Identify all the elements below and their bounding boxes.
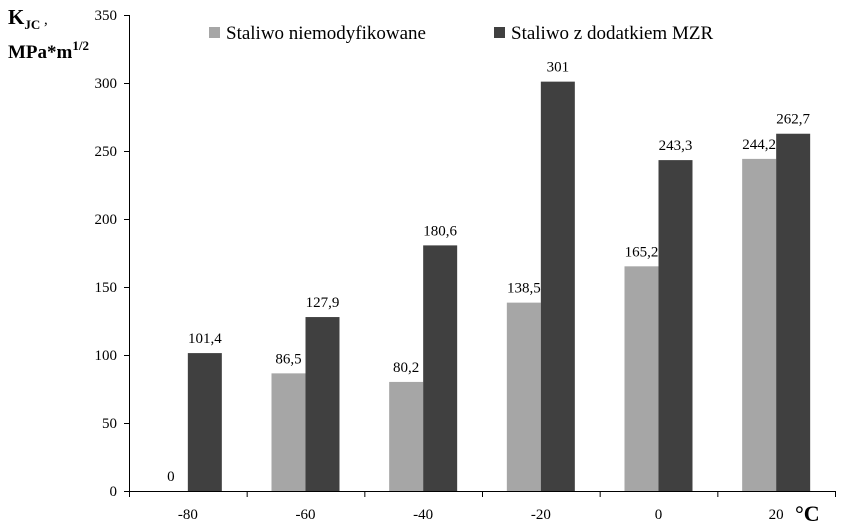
y-tick-label: 250: [95, 144, 118, 160]
y-axis-label-sub: JC: [24, 17, 40, 32]
x-tick-label: -20: [531, 507, 551, 523]
x-tick-label: 0: [655, 507, 663, 523]
data-label-series-2: 301: [547, 60, 570, 76]
bar-series-1: [389, 381, 424, 491]
x-tick-label: -40: [413, 507, 433, 523]
y-tick-label: 150: [95, 280, 118, 296]
legend-label-series-1: Staliwo niemodyfikowane: [226, 23, 426, 44]
bar-series-1: [624, 266, 659, 491]
data-label-series-1: 138,5: [507, 281, 541, 297]
data-label-series-1: 165,2: [625, 244, 659, 260]
data-label-series-1: 0: [167, 469, 175, 485]
y-tick-label: 100: [95, 348, 118, 364]
data-label-series-1: 244,2: [742, 137, 776, 153]
legend-swatch-series-1: [209, 27, 220, 38]
y-axis-label-line2: MPa*m1/2: [8, 38, 89, 63]
data-label-series-2: 243,3: [659, 138, 693, 154]
data-label-series-2: 127,9: [306, 295, 340, 311]
legend-swatch-series-2: [494, 27, 505, 38]
y-axis-ticks: 0 50 100 150 200 250 300 350: [95, 8, 129, 500]
bar-series-2: [305, 317, 340, 491]
bar-series-2: [776, 133, 811, 491]
x-tick-label: -80: [178, 507, 198, 523]
y-tick-label: 300: [95, 76, 118, 92]
bar-series-2: [423, 245, 458, 491]
y-tick-label: 0: [110, 484, 118, 500]
y-axis-label-units: MPa*m: [8, 42, 73, 63]
data-label-series-1: 86,5: [275, 351, 301, 367]
legend: Staliwo niemodyfikowane Staliwo z dodatk…: [209, 23, 713, 44]
y-axis-label: KJC ,: [8, 5, 48, 32]
y-tick-label: 200: [95, 212, 118, 228]
bar-series-1: [742, 158, 777, 491]
data-label-series-2: 180,6: [423, 223, 457, 239]
x-tick-label: 20: [769, 507, 784, 523]
data-label-series-2: 262,7: [776, 112, 810, 128]
bars: [187, 81, 811, 491]
y-axis-label-main: K: [8, 5, 25, 29]
y-axis-label-comma: ,: [40, 12, 48, 28]
data-label-series-1: 80,2: [393, 360, 419, 376]
y-tick-label: 50: [102, 416, 117, 432]
bar-series-1: [271, 373, 306, 491]
x-tick-label: -60: [296, 507, 316, 523]
y-tick-label: 350: [95, 8, 118, 24]
bar-series-2: [187, 353, 222, 491]
data-labels: 0 86,5 80,2 138,5 165,2 244,2 101,4 127,9 180,6 3…: [167, 60, 810, 485]
x-axis-ticks: -80 -60 -40 -20 0 20: [129, 491, 836, 523]
x-axis-unit: °C: [795, 501, 820, 526]
bar-series-2: [658, 160, 693, 491]
data-label-series-2: 101,4: [188, 331, 222, 347]
y-axis-label-sup: 1/2: [72, 38, 89, 53]
legend-label-series-2: Staliwo z dodatkiem MZR: [511, 23, 713, 44]
bar-series-2: [540, 81, 575, 491]
bar-series-1: [506, 302, 541, 491]
